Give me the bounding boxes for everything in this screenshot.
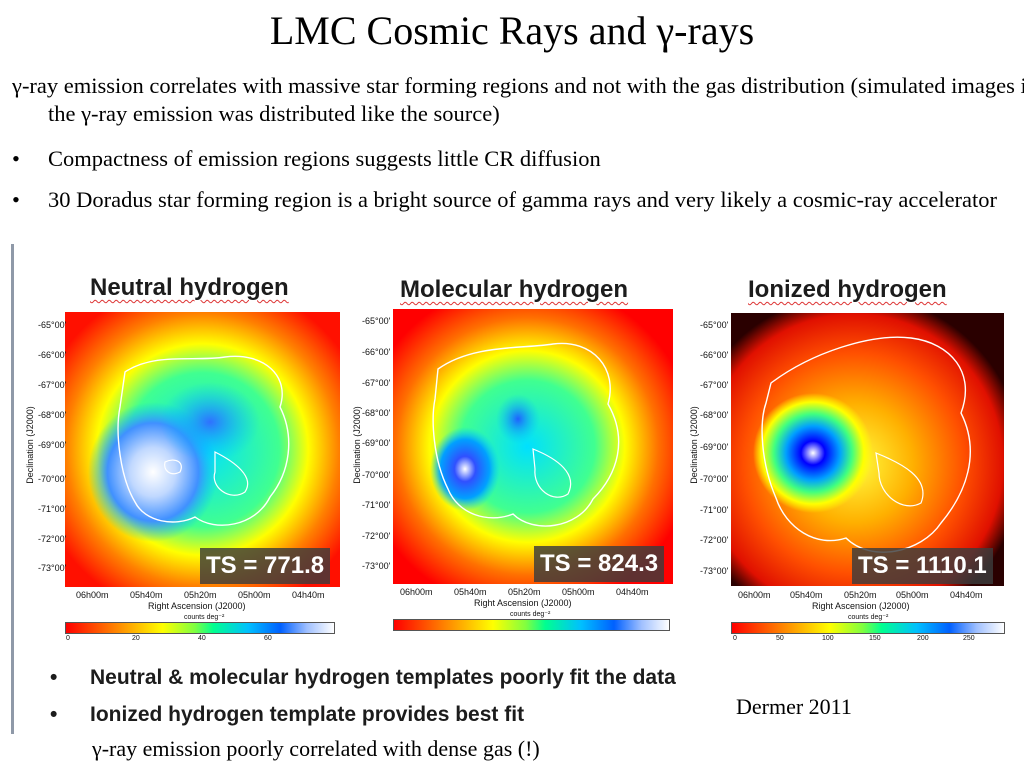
- y-tick: -68°00': [700, 410, 729, 420]
- x-tick: 05h00m: [562, 587, 595, 597]
- x-axis-label: Right Ascension (J2000): [148, 601, 246, 611]
- y-tick: -73°00': [700, 566, 729, 576]
- x-tick: 05h20m: [184, 590, 217, 600]
- x-tick: 05h40m: [454, 587, 487, 597]
- y-tick: -65°00': [362, 316, 391, 326]
- x-tick: 04h40m: [616, 587, 649, 597]
- y-tick: -72°00': [362, 531, 391, 541]
- y-tick: -72°00': [700, 535, 729, 545]
- figure-bullet-dot: •: [50, 703, 58, 726]
- x-tick: 05h40m: [790, 590, 823, 600]
- x-tick: 05h20m: [844, 590, 877, 600]
- colorbar: [731, 622, 1005, 634]
- colorbar-tick: 40: [198, 635, 206, 642]
- ts-value: TS = 771.8: [200, 548, 331, 584]
- colorbar-label: counts deg⁻²: [184, 614, 225, 621]
- y-tick: -73°00': [38, 563, 67, 573]
- panel-title: Ionized hydrogen: [748, 276, 947, 303]
- figure-bullet-poor-fit: Neutral & molecular hydrogen templates p…: [90, 666, 676, 689]
- ts-value: TS = 824.3: [534, 546, 665, 582]
- y-tick: -69°00': [362, 438, 391, 448]
- y-tick: -69°00': [38, 440, 67, 450]
- figure-left-rule: [11, 244, 14, 734]
- colorbar-tick: 150: [869, 635, 881, 642]
- y-tick: -70°00': [362, 470, 391, 480]
- y-tick: -71°00': [362, 500, 391, 510]
- bullet-30-doradus: • 30 Doradus star forming region is a br…: [12, 186, 1024, 214]
- colorbar-tick: 200: [917, 635, 929, 642]
- y-tick: -65°00': [38, 320, 67, 330]
- y-tick: -68°00': [38, 410, 67, 420]
- colorbar: [65, 622, 335, 634]
- bullet-compactness-text: Compactness of emission regions suggests…: [48, 146, 601, 171]
- figure-bullet-best-fit: Ionized hydrogen template provides best …: [90, 703, 525, 726]
- footnote: γ-ray emission poorly correlated with de…: [92, 736, 540, 761]
- y-axis-label: Declination (J2000): [25, 406, 35, 484]
- ionized-hydrogen-map: [731, 313, 1004, 586]
- neutral-hydrogen-map: [65, 312, 340, 587]
- y-axis-label: Declination (J2000): [352, 406, 362, 484]
- x-tick: 06h00m: [738, 590, 771, 600]
- colorbar-label: counts deg⁻²: [510, 611, 551, 618]
- y-tick: -70°00': [700, 474, 729, 484]
- y-tick: -71°00': [38, 504, 67, 514]
- x-tick: 05h40m: [130, 590, 163, 600]
- y-tick: -67°00': [362, 378, 391, 388]
- colorbar-tick: 100: [822, 635, 834, 642]
- figure-bullet-dot: •: [50, 666, 58, 689]
- y-tick: -73°00': [362, 561, 391, 571]
- y-tick: -66°00': [362, 347, 391, 357]
- colorbar-tick: 0: [733, 635, 737, 642]
- x-tick: 05h00m: [896, 590, 929, 600]
- y-tick: -66°00': [38, 350, 67, 360]
- x-tick: 04h40m: [292, 590, 325, 600]
- y-tick: -69°00': [700, 442, 729, 452]
- y-tick: -70°00': [38, 474, 67, 484]
- y-tick: -66°00': [700, 350, 729, 360]
- colorbar-tick: 0: [66, 635, 70, 642]
- colorbar-tick: 60: [264, 635, 272, 642]
- x-axis-label: Right Ascension (J2000): [474, 598, 572, 608]
- bullet-dot: •: [12, 187, 20, 212]
- colorbar: [393, 619, 670, 631]
- y-axis-label: Declination (J2000): [689, 406, 699, 484]
- citation: Dermer 2011: [736, 694, 852, 719]
- y-tick: -67°00': [38, 380, 67, 390]
- bullet-compactness: • Compactness of emission regions sugges…: [12, 145, 1024, 173]
- bullet-30-doradus-text: 30 Doradus star forming region is a brig…: [48, 187, 998, 212]
- y-tick: -67°00': [700, 380, 729, 390]
- y-tick: -72°00': [38, 534, 67, 544]
- y-tick: -71°00': [700, 505, 729, 515]
- colorbar-label: counts deg⁻²: [848, 614, 889, 621]
- x-tick: 05h20m: [508, 587, 541, 597]
- panel-title: Neutral hydrogen: [90, 274, 289, 301]
- y-tick: -68°00': [362, 408, 391, 418]
- bullet-dot: •: [12, 146, 20, 171]
- slide-title: LMC Cosmic Rays and γ-rays: [269, 8, 755, 53]
- x-tick: 05h00m: [238, 590, 271, 600]
- molecular-hydrogen-map: [393, 309, 673, 584]
- ts-value: TS = 1110.1: [852, 548, 993, 584]
- panel-title: Molecular hydrogen: [400, 276, 629, 303]
- y-tick: -65°00': [700, 320, 729, 330]
- x-tick: 06h00m: [76, 590, 109, 600]
- x-axis-label: Right Ascension (J2000): [812, 601, 910, 611]
- colorbar-tick: 50: [776, 635, 784, 642]
- colorbar-tick: 250: [963, 635, 975, 642]
- x-tick: 06h00m: [400, 587, 433, 597]
- colorbar-tick: 20: [132, 635, 140, 642]
- x-tick: 04h40m: [950, 590, 983, 600]
- bullet-correlation: γ-ray emission correlates with massive s…: [12, 73, 1024, 126]
